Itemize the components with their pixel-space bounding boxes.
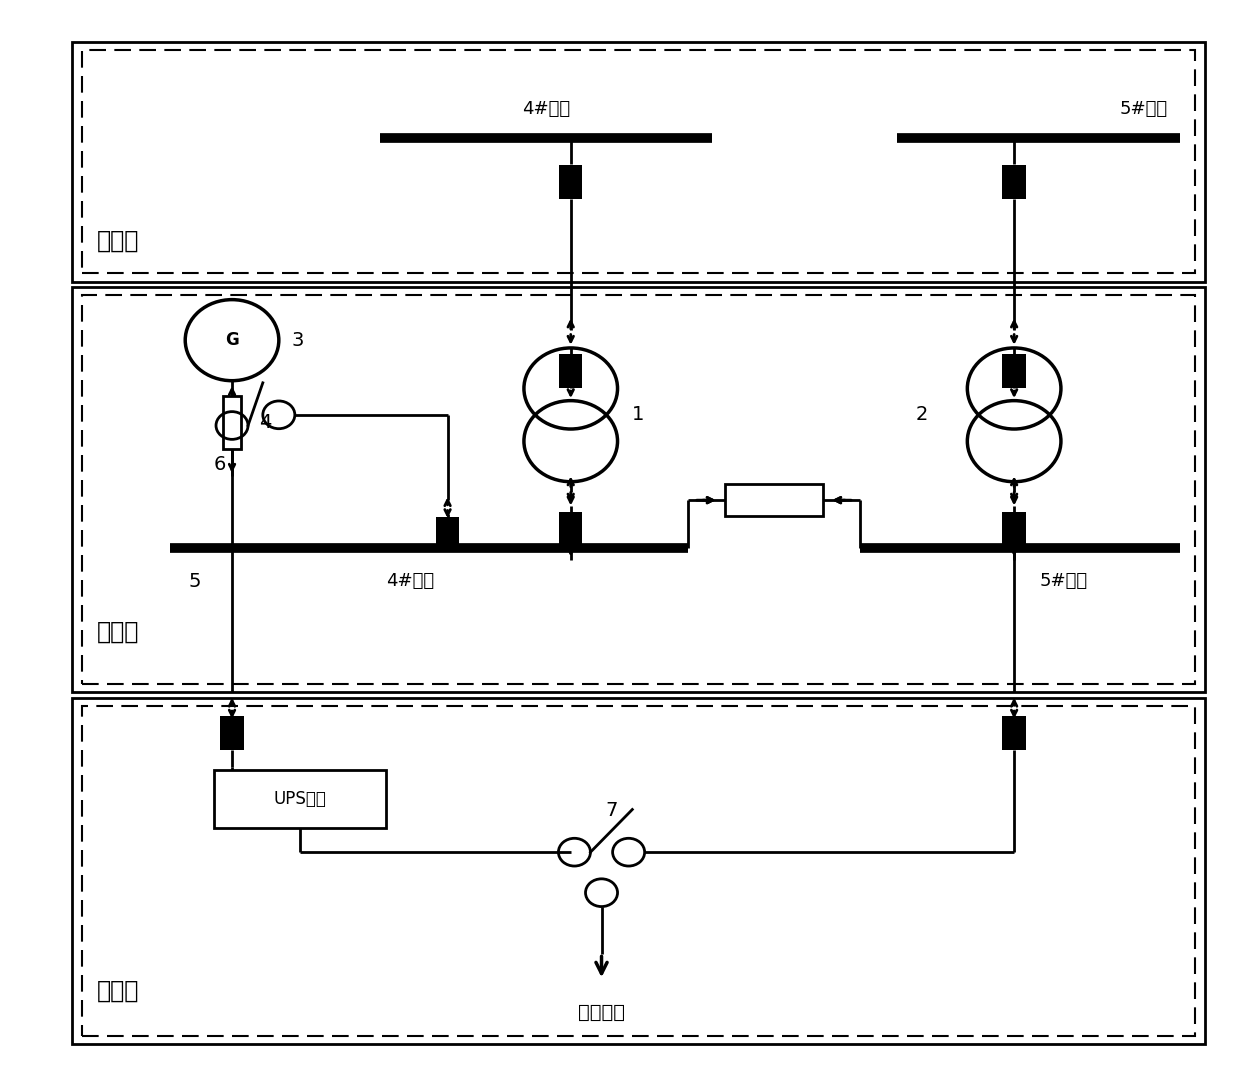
Text: 2: 2: [915, 405, 928, 425]
Bar: [436, 517, 459, 551]
Text: 5: 5: [188, 572, 201, 590]
Text: 4#母线: 4#母线: [387, 572, 435, 589]
Text: UPS电源: UPS电源: [273, 790, 326, 807]
Bar: [72, 42, 1205, 282]
Bar: [559, 354, 583, 388]
Bar: [82, 706, 1195, 1035]
Text: 4#母线: 4#母线: [522, 100, 570, 118]
Bar: [1002, 354, 1025, 388]
Text: 开关站: 开关站: [97, 229, 139, 253]
Bar: [213, 770, 386, 828]
Bar: [724, 484, 823, 516]
Text: 1: 1: [632, 405, 645, 425]
Bar: [82, 296, 1195, 684]
Text: 5#母线: 5#母线: [1120, 100, 1168, 118]
Text: 3: 3: [291, 331, 304, 349]
Text: 用户侧: 用户侧: [97, 978, 139, 1003]
Bar: [1002, 166, 1025, 199]
Text: 配电室: 配电室: [97, 619, 139, 644]
Text: 重要负荷: 重要负荷: [578, 1003, 625, 1021]
Text: 6: 6: [213, 456, 226, 474]
Text: 5#母线: 5#母线: [1039, 572, 1087, 589]
Bar: [223, 396, 242, 449]
Bar: [1002, 512, 1025, 546]
Bar: [1002, 716, 1025, 749]
Bar: [559, 166, 583, 199]
Bar: [82, 51, 1195, 273]
Bar: [221, 716, 244, 749]
Bar: [72, 287, 1205, 692]
Text: G: G: [226, 331, 239, 349]
Bar: [559, 512, 583, 546]
Bar: [72, 698, 1205, 1044]
Text: 4: 4: [259, 413, 272, 432]
Text: 7: 7: [605, 801, 618, 820]
